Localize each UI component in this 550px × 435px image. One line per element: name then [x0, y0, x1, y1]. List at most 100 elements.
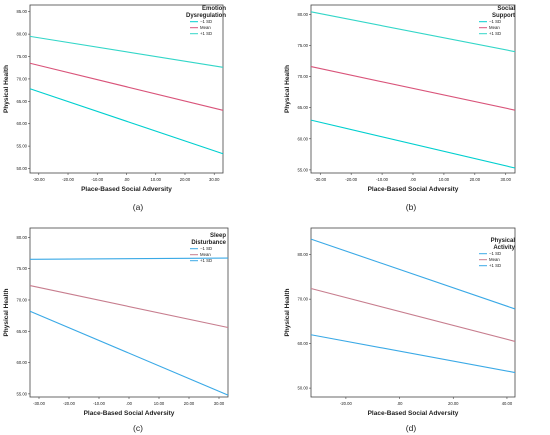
x-tick-label: .00: [397, 401, 403, 406]
y-tick-label: 80.00: [298, 12, 309, 17]
y-tick-label: 70.00: [17, 76, 28, 81]
x-tick-label: .00: [410, 177, 416, 182]
series-line-2: [310, 66, 516, 111]
y-tick-label: 80.00: [17, 32, 28, 37]
x-tick-label: 20.00: [470, 177, 481, 182]
y-axis-title: Physical Health: [3, 288, 10, 336]
y-tick-label: 55.00: [17, 144, 28, 149]
chart-panel-3: 55.00 60.00 65.00 70.00 75.00 80.00 -30.00 -20.…: [3, 227, 229, 417]
legend-title: Social: [497, 6, 515, 12]
y-tick-label: 55.00: [298, 167, 309, 172]
legend-title: Emotion: [202, 6, 226, 12]
y-axis-title: Physical Health: [3, 65, 10, 113]
series-line-1: [310, 334, 516, 374]
legend-label: +1 SD: [489, 263, 501, 268]
x-tick-label: 20.00: [448, 401, 459, 406]
x-tick-label: -10.00: [93, 401, 106, 406]
y-tick-label: 70.00: [298, 297, 309, 302]
y-tick-label: 70.00: [298, 74, 309, 79]
series-line-2: [310, 287, 516, 342]
chart-panel-2: 55.00 60.00 65.00 70.00 75.00 80.00 -30.00 -20.…: [284, 4, 516, 193]
legend-label: −1 SD: [200, 19, 212, 24]
x-axis-title: Place-Based Social Adversity: [84, 410, 175, 417]
x-tick-label: -20.00: [340, 401, 353, 406]
legend-label: Mean: [200, 252, 211, 257]
legend-label: Mean: [489, 25, 500, 30]
y-tick-label: 60.00: [17, 360, 28, 365]
series-line-1: [29, 310, 229, 396]
y-tick-label: 80.00: [298, 252, 309, 257]
x-tick-label: -20.00: [345, 177, 358, 182]
legend-label: +1 SD: [200, 258, 212, 263]
y-tick-label: 75.00: [17, 54, 28, 59]
series-line-3: [29, 35, 224, 68]
y-tick-label: 65.00: [298, 105, 309, 110]
y-tick-label: 65.00: [17, 329, 28, 334]
panel-letter: (c): [133, 423, 143, 433]
legend-title: Dysregulation: [186, 13, 226, 19]
y-axis-title: Physical Health: [284, 288, 291, 336]
panel-letter: (a): [133, 202, 144, 212]
y-axis-title: Physical Health: [284, 65, 291, 113]
plot-frame: [310, 227, 516, 398]
legend-title: Sleep: [210, 233, 226, 239]
x-tick-label: -30.00: [33, 401, 46, 406]
panel-letter: (b): [406, 202, 417, 212]
series-line-1: [310, 119, 516, 169]
x-axis-title: Place-Based Social Adversity: [81, 186, 172, 193]
x-tick-label: 10.00: [154, 401, 165, 406]
y-tick-label: 60.00: [17, 121, 28, 126]
y-tick-label: 75.00: [17, 266, 28, 271]
y-tick-label: 80.00: [17, 235, 28, 240]
series-line-3: [29, 257, 229, 260]
x-tick-label: 20.00: [180, 177, 191, 182]
x-tick-label: -20.00: [62, 177, 75, 182]
x-tick-label: -20.00: [63, 401, 76, 406]
panel-letter: (d): [406, 423, 417, 433]
x-tick-label: .00: [126, 401, 132, 406]
y-tick-label: 75.00: [298, 43, 309, 48]
series-line-3: [310, 238, 516, 310]
x-tick-label: -30.00: [33, 177, 46, 182]
x-tick-label: .00: [124, 177, 130, 182]
legend-label: −1 SD: [489, 19, 501, 24]
legend-label: +1 SD: [489, 31, 501, 36]
y-tick-label: 55.00: [17, 391, 28, 396]
legend-label: −1 SD: [489, 251, 501, 256]
y-tick-label: 70.00: [17, 297, 28, 302]
y-tick-label: 85.00: [17, 9, 28, 14]
plot-frame: [29, 227, 229, 398]
legend-title: Disturbance: [191, 240, 226, 246]
x-axis-title: Place-Based Social Adversity: [368, 410, 459, 417]
legend-title: Physical: [491, 238, 516, 244]
x-tick-label: 10.00: [439, 177, 450, 182]
y-tick-label: 50.00: [17, 166, 28, 171]
plot-frame: [29, 4, 224, 174]
x-tick-label: 30.00: [500, 177, 511, 182]
x-tick-label: 30.00: [209, 177, 220, 182]
series-line-3: [310, 11, 516, 53]
legend-label: −1 SD: [200, 246, 212, 251]
y-tick-label: 60.00: [298, 136, 309, 141]
legend-label: Mean: [489, 257, 500, 262]
legend-title: Support: [492, 13, 515, 19]
x-tick-label: -10.00: [91, 177, 104, 182]
x-tick-label: 30.00: [214, 401, 225, 406]
y-tick-label: 50.00: [298, 386, 309, 391]
x-tick-label: 40.00: [502, 401, 513, 406]
x-tick-label: 20.00: [184, 401, 195, 406]
legend-title: Activity: [493, 245, 515, 251]
x-tick-label: -30.00: [314, 177, 327, 182]
series-line-2: [29, 285, 229, 329]
legend-label: +1 SD: [200, 31, 212, 36]
chart-panel-1: 50.00 55.00 60.00 65.00 70.00 75.00 80.00 85.00…: [3, 4, 226, 193]
series-line-1: [29, 88, 224, 155]
series-line-2: [29, 62, 224, 111]
chart-panel-4: 50.00 60.00 70.00 80.00 -20.00 .00 20.00 40.00 P…: [284, 227, 516, 417]
x-tick-label: -10.00: [376, 177, 389, 182]
legend-label: Mean: [200, 25, 211, 30]
